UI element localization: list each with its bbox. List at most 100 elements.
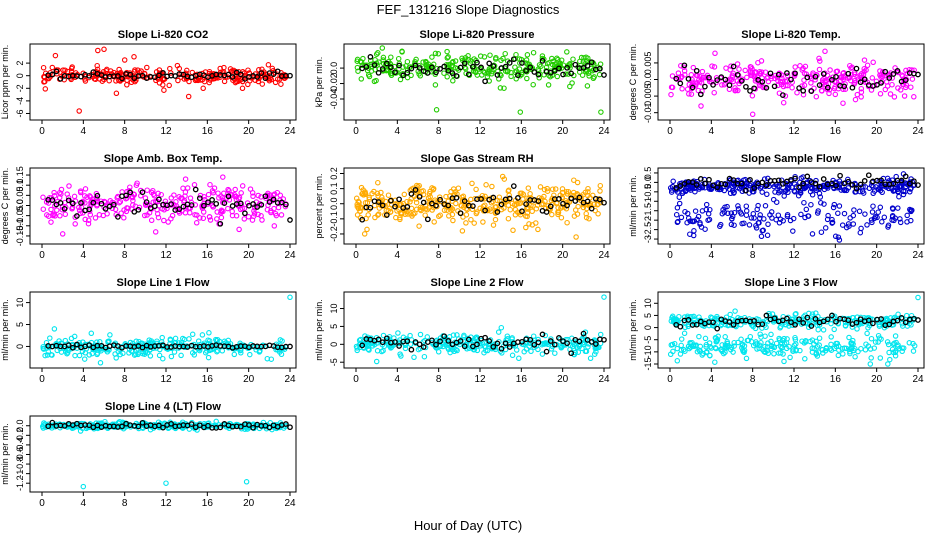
data-point: [781, 193, 787, 199]
data-point: [124, 82, 130, 88]
data-point: [539, 351, 546, 357]
outlier-point: [113, 90, 120, 97]
data-point: [668, 318, 675, 324]
data-point: [755, 202, 761, 209]
data-point: [674, 205, 681, 211]
panel-2: Slope Li-820 Pressure kPa per min. 0 4 8 12 16…: [314, 29, 611, 137]
y-tick-label: -6: [15, 109, 25, 117]
panel-title: Slope Line 3 Flow: [745, 277, 838, 289]
data-point: [565, 71, 572, 77]
data-point: [380, 54, 387, 61]
y-tick-label: 0.0: [329, 197, 339, 210]
summary-point: [568, 70, 575, 77]
outlier-point: [373, 51, 380, 57]
data-point: [498, 206, 505, 213]
data-point: [49, 352, 55, 358]
data-point: [831, 201, 838, 208]
data-point: [681, 314, 688, 320]
x-tick-label: 4: [81, 374, 87, 385]
summary-point: [878, 79, 884, 86]
data-point: [690, 218, 696, 225]
data-point: [721, 81, 728, 88]
data-point: [846, 320, 852, 326]
y-tick-label: -0.05: [15, 205, 25, 226]
data-point: [684, 86, 691, 92]
summary-point: [841, 83, 848, 90]
data-point: [695, 87, 702, 94]
data-point: [92, 215, 99, 221]
summary-point: [188, 202, 195, 208]
data-point: [161, 207, 167, 213]
data-point: [682, 188, 689, 195]
y-tick-label: 0.2: [329, 167, 339, 180]
y-axis-label: ml/min per min.: [0, 299, 10, 361]
summary-point: [506, 60, 513, 66]
data-point: [840, 100, 846, 106]
data-points: [667, 294, 921, 367]
panel-3: Slope Li-820 Temp. degrees C per min. 0 4 8 1…: [628, 29, 925, 137]
summary-point: [102, 205, 109, 212]
data-point: [727, 67, 733, 73]
data-point: [733, 87, 739, 93]
data-point: [765, 350, 772, 357]
data-point: [366, 194, 372, 201]
data-point: [790, 228, 796, 234]
outlier-point: [182, 176, 189, 182]
data-point: [792, 336, 799, 343]
data-point: [906, 340, 913, 346]
data-point: [682, 208, 688, 215]
data-point: [675, 218, 681, 225]
data-point: [517, 200, 524, 206]
outlier-point: [433, 107, 440, 113]
summary-point: [510, 183, 517, 189]
data-point: [571, 213, 578, 219]
summary-point: [824, 84, 831, 91]
summary-point: [677, 80, 684, 87]
data-point: [904, 212, 910, 219]
data-point: [232, 186, 238, 193]
data-point: [686, 81, 693, 88]
outlier-point: [264, 355, 271, 362]
data-point: [517, 60, 523, 66]
data-point: [446, 213, 452, 219]
data-point: [394, 208, 400, 214]
data-point: [850, 212, 857, 219]
outlier-point: [152, 229, 159, 235]
data-point: [392, 201, 399, 207]
summary-point: [494, 72, 501, 78]
data-point: [272, 210, 279, 217]
data-point: [686, 345, 693, 352]
data-point: [798, 211, 804, 218]
data-point: [594, 202, 601, 208]
outlier-point: [587, 355, 594, 362]
data-point: [389, 338, 395, 345]
data-point: [694, 216, 700, 223]
data-point: [64, 350, 70, 357]
data-point: [213, 336, 219, 343]
summary-point: [601, 72, 607, 78]
data-point: [509, 352, 516, 359]
summary-point: [217, 424, 224, 431]
data-point: [898, 184, 905, 190]
summary-point: [65, 197, 72, 204]
data-point: [552, 350, 558, 356]
data-point: [895, 205, 901, 211]
data-point: [801, 77, 807, 83]
data-point: [82, 78, 89, 84]
data-point: [808, 80, 814, 86]
outlier-point: [161, 87, 167, 93]
x-tick-label: 12: [474, 250, 486, 261]
data-point: [874, 214, 880, 221]
data-point: [584, 83, 591, 89]
data-point: [232, 79, 239, 86]
summary-point: [490, 343, 497, 350]
data-point: [357, 336, 364, 343]
data-point: [380, 332, 387, 339]
data-point: [899, 72, 905, 78]
summary-point: [771, 315, 778, 322]
y-tick-label: -2: [15, 84, 25, 92]
summary-point: [287, 217, 293, 223]
summary-point: [697, 176, 704, 182]
data-point: [238, 190, 244, 196]
data-point: [832, 91, 839, 98]
